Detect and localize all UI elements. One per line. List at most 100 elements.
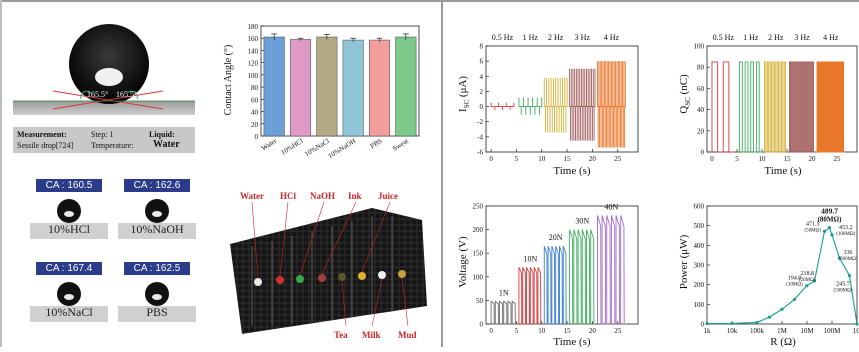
qsc-axes-frame [706,45,858,153]
power-annotation-value-3: 336 [844,250,853,256]
power-annotation-sub-2: (100MΩ) [836,232,855,237]
ca-name-4: PBS [146,305,168,319]
fabric-label-mud: Mud [398,330,417,340]
isc-freq-label-0: 0.5 Hz [492,33,514,42]
power-point-9 [827,226,832,230]
qsc-freq-label-2: 2 Hz [768,33,784,42]
qsc-xtick-label-2: 10 [759,155,767,163]
volt-series-0 [490,300,517,325]
ca-ytick-label-6: 120 [248,60,259,68]
ca-ylabel: Contact Angle (°) [223,45,234,116]
ca-bar-4 [368,39,391,137]
voltage-xlabel: Time (s) [553,336,591,347]
top-border [0,0,859,2]
power-xtick-label-3: 1M [777,327,788,335]
isc-ytick-label-4: 2 [480,88,484,96]
power-annotation-value-2: 453.2 [839,225,853,231]
ca-ytick-label-2: 40 [251,109,259,117]
isc-series-0 [490,102,515,110]
panel-divider [441,0,443,347]
power-annotation-value-4: 218.8 [801,271,815,277]
power-annotation-value-1: 471.5 [806,221,820,227]
power-annotation-sub-3: (300MΩ) [839,257,858,262]
power-point-13 [855,322,859,326]
isc-ytick-label-0: -6 [477,149,483,157]
isc-series-2 [543,77,568,133]
power-annotation-sub-6: (500MΩ) [834,289,853,294]
power-point-10 [830,233,834,237]
qsc-chart: QSC (nC) Time (s) 0 5 10 15 20 25 0 20 40 60 80 100… [673,24,859,182]
meta-measurement: Measurement: [17,130,67,139]
ca-bar-1 [289,39,312,137]
meta-liquid-label: Liquid: [149,130,175,139]
power-annotation-sub-0: (80MΩ) [818,216,843,224]
water-droplet-photo: 165.5° 165.5° [13,9,195,127]
meta-sessile: Sessile drop[724] [17,141,74,150]
isc-xtick-label-5: 25 [614,155,622,163]
fabric-label-tea: Tea [334,330,348,340]
volt-force-label-3: 30N [575,217,589,226]
volt-xtick-label-5: 25 [614,327,622,335]
ca-sample-1: CA : 160.5 10%HCl [30,177,108,239]
power-point-11 [837,256,842,260]
power-xtick-label-0: 1k [704,327,712,335]
power-xtick-label-4: 10M [800,327,814,335]
power-xtick-label-1: 10k [727,327,738,335]
power-point-5 [792,297,797,302]
volt-ytick-label-3: 150 [473,250,484,258]
volt-force-label-4: 40N [605,202,619,211]
ca-ytick-label-3: 60 [251,96,259,104]
isc-series-1 [518,97,543,115]
isc-ytick-label-3: 0 [480,103,484,111]
meta-temperature: Temperature: [91,141,134,150]
power-xtick-label-6: 1G [853,327,859,335]
ca-xtick-label-4: PBS [369,137,384,150]
ca-value-3: CA : 167.4 [36,262,102,275]
power-line [706,226,858,325]
qsc-series-3 [789,61,815,153]
qsc-freq-label-3: 3 Hz [794,33,810,42]
power-point-6 [805,284,809,288]
isc-ytick-label-1: -4 [477,133,483,141]
qsc-ytick-label-0: 0 [701,149,705,157]
fabric-label-naoh: NaOH [310,191,335,201]
fabric-label-juice: Juice [378,191,398,201]
isc-axes-frame [485,45,639,153]
power-point-2 [755,320,759,325]
fabric-label-ink: Ink [348,191,362,201]
voltage-chart: Voltage (V) Time (s) 0 5 10 15 20 25 0 50 100 150… [452,196,642,348]
power-point-1 [730,321,734,326]
isc-freq-label-3: 3 Hz [575,33,591,42]
power-xlabel: R (Ω) [770,336,796,347]
power-point-7 [812,279,817,283]
power-annotation-sub-1: (50MΩ) [805,228,822,233]
volt-ytick-label-0: 0 [480,321,484,329]
qsc-series-2 [764,61,787,153]
volt-series-2 [543,245,568,325]
isc-xlabel: Time (s) [553,165,591,177]
ca-bar-3 [342,39,364,137]
meta-step: Step: 1 [91,130,114,139]
qsc-svg: QSC (nC) Time (s) 0 5 10 15 20 25 0 20 40 60 80 100… [678,33,858,177]
qsc-series-4 [816,61,845,153]
volt-xtick-label-2: 10 [538,327,546,335]
ca-value-4: CA : 162.5 [124,262,190,275]
isc-xtick-label-3: 15 [564,155,572,163]
qsc-series-0 [711,61,735,153]
qsc-xtick-label-1: 5 [735,155,739,163]
isc-ytick-label-7: 8 [480,43,484,51]
fabric-photo: Water HCl NaOH Ink Juice Tea Milk Mud [222,186,436,344]
ca-ytick-label-0: 0 [255,133,259,141]
ca-sample-2: CA : 162.6 10%NaOH [118,177,196,239]
ca-bar-5 [395,36,417,137]
angle-right-label: 165.5° [116,90,137,99]
fabric-label-milk: Milk [362,330,381,340]
isc-series-3 [569,68,596,141]
qsc-xtick-label-3: 15 [784,155,792,163]
qsc-ytick-label-1: 20 [697,127,705,135]
power-annotation-value-6: 245.7 [836,282,850,288]
ca-value-1: CA : 160.5 [36,179,102,192]
left-border [0,0,2,347]
volt-force-label-1: 10N [523,254,537,263]
